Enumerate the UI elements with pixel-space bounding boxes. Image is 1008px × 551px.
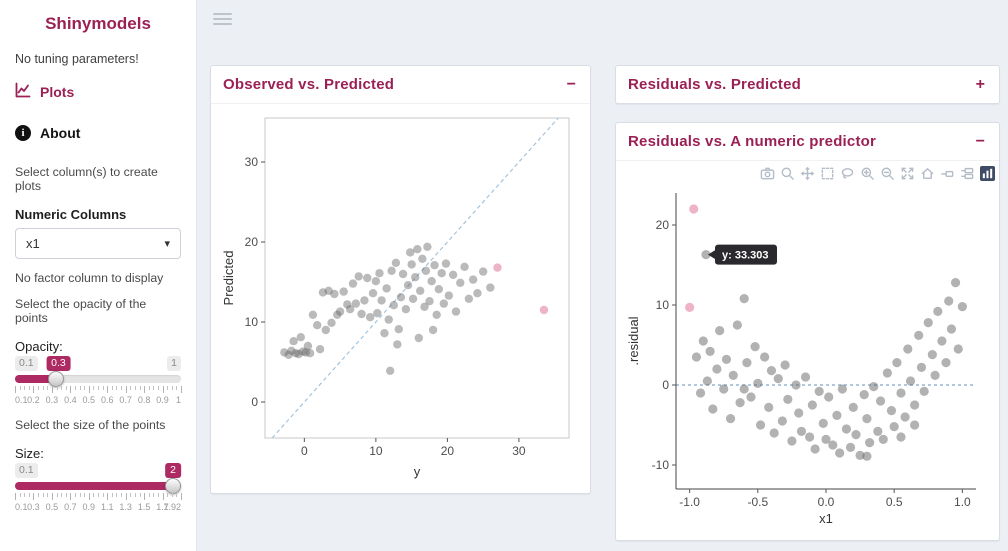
svg-text:30: 30 — [512, 444, 526, 458]
svg-text:-0.5: -0.5 — [747, 495, 768, 509]
svg-text:0: 0 — [251, 395, 258, 409]
svg-text:20: 20 — [441, 444, 455, 458]
plotly-logo-icon[interactable] — [979, 165, 995, 181]
slider-min-badge: 0.1 — [15, 356, 38, 371]
opacity-slider-track[interactable] — [15, 371, 181, 387]
numeric-columns-select[interactable]: x1 ▾ — [15, 228, 181, 259]
reset-axes-icon[interactable] — [919, 165, 935, 181]
svg-text:y: 33.303: y: 33.303 — [722, 250, 768, 262]
panel-header: Residuals vs. Predicted + — [616, 66, 999, 103]
svg-text:0.0: 0.0 — [818, 495, 835, 509]
sidebar-item-about[interactable]: i About — [15, 125, 181, 141]
svg-text:-10: -10 — [652, 458, 670, 472]
svg-text:-1.0: -1.0 — [679, 495, 700, 509]
sidebar-item-plots[interactable]: Plots — [15, 82, 181, 101]
chart-line-icon — [15, 82, 31, 101]
residuals-vs-x1-plot[interactable]: -1.0 -0.5 0.0 0.5 1.0 -10 0 10 20 x1 .residual y: 3… — [626, 181, 988, 529]
observed-vs-predicted-plot: 0 10 20 30 0 10 20 30 y Predicted — [221, 117, 570, 479]
no-factor-hint: No factor column to display — [15, 271, 164, 285]
svg-text:20: 20 — [245, 235, 259, 249]
slider-max-badge: 1 — [167, 356, 181, 371]
opacity-label: Opacity: — [15, 339, 63, 354]
plotly-modebar — [616, 161, 999, 181]
panel-observed-vs-predicted: Observed vs. Predicted − 0 10 20 30 0 10 20 30 y… — [210, 65, 591, 494]
svg-text:20: 20 — [656, 218, 670, 232]
size-label: Size: — [15, 446, 44, 461]
autoscale-icon[interactable] — [899, 165, 915, 181]
slider-fill — [15, 482, 181, 490]
sidebar-item-label: About — [40, 125, 81, 141]
svg-text:30: 30 — [245, 155, 259, 169]
size-slider: 0.1 2 0.1 0.3 0.5 0.7 0.9 1.1 1.3 1.5 1.7 1.92 — [15, 463, 182, 515]
slider-min-badge: 0.1 — [15, 463, 38, 478]
menu-toggle-icon[interactable] — [213, 13, 232, 25]
camera-icon[interactable] — [759, 165, 775, 181]
svg-text:Predicted: Predicted — [221, 251, 236, 306]
svg-text:0: 0 — [301, 444, 308, 458]
svg-text:.residual: .residual — [626, 316, 641, 365]
opacity-slider: 0.1 0.3 1 0.1 0.2 0.3 0.4 0.5 0.6 0.7 0.8 0.9 1 — [15, 356, 182, 408]
slider-grid: 0.1 0.3 0.5 0.7 0.9 1.1 1.3 1.5 1.7 1.92 — [15, 493, 182, 515]
opacity-slider-handle[interactable] — [48, 371, 64, 387]
expand-button[interactable]: + — [975, 75, 985, 93]
svg-text:10: 10 — [656, 298, 670, 312]
collapse-button[interactable]: − — [566, 75, 576, 93]
box-select-icon[interactable] — [819, 165, 835, 181]
sidebar: Shinymodels No tuning parameters! Plots … — [0, 0, 197, 551]
select-columns-hint: Select column(s) to create plots — [15, 165, 158, 193]
lasso-icon[interactable] — [839, 165, 855, 181]
no-tuning-note: No tuning parameters! — [15, 52, 139, 66]
compare-hover-icon[interactable] — [959, 165, 975, 181]
slider-value-badge: 2 — [165, 463, 181, 478]
collapse-button[interactable]: − — [975, 132, 985, 150]
hover-tooltip: y: 33.303 — [708, 244, 777, 265]
main-content: Observed vs. Predicted − 0 10 20 30 0 10 20 30 y… — [197, 0, 1008, 551]
panel-title: Observed vs. Predicted — [223, 76, 395, 93]
pan-icon[interactable] — [799, 165, 815, 181]
svg-text:0.5: 0.5 — [886, 495, 903, 509]
show-closest-icon[interactable] — [939, 165, 955, 181]
size-slider-handle[interactable] — [165, 478, 181, 494]
svg-text:x1: x1 — [819, 511, 833, 526]
slider-grid: 0.1 0.2 0.3 0.4 0.5 0.6 0.7 0.8 0.9 1 — [15, 386, 182, 408]
zoom-in-icon[interactable] — [859, 165, 875, 181]
panel-header: Observed vs. Predicted − — [211, 66, 590, 104]
sidebar-item-label: Plots — [40, 83, 75, 100]
size-slider-track[interactable] — [15, 478, 181, 494]
zoom-icon[interactable] — [779, 165, 795, 181]
panel-residuals-vs-predicted: Residuals vs. Predicted + — [615, 65, 1000, 104]
panel-residuals-vs-numeric: Residuals vs. A numeric predictor − -1.0… — [615, 122, 1000, 541]
panel-header: Residuals vs. A numeric predictor − — [616, 123, 999, 161]
zoom-out-icon[interactable] — [879, 165, 895, 181]
chevron-down-icon: ▾ — [164, 238, 170, 250]
opacity-hint: Select the opacity of the points — [15, 297, 147, 325]
svg-text:10: 10 — [369, 444, 383, 458]
size-hint: Select the size of the points — [15, 418, 166, 432]
panel-title: Residuals vs. A numeric predictor — [628, 133, 877, 150]
numeric-columns-value: x1 — [26, 236, 40, 251]
svg-text:y: y — [414, 464, 421, 479]
slider-value-badge: 0.3 — [46, 356, 71, 371]
numeric-columns-label: Numeric Columns — [15, 207, 127, 222]
svg-text:10: 10 — [245, 315, 259, 329]
svg-text:1.0: 1.0 — [954, 495, 971, 509]
info-circle-icon: i — [15, 125, 31, 141]
svg-text:0: 0 — [662, 378, 669, 392]
slider-fill — [15, 375, 52, 383]
panel-title: Residuals vs. Predicted — [628, 76, 802, 93]
app-title: Shinymodels — [45, 14, 151, 33]
